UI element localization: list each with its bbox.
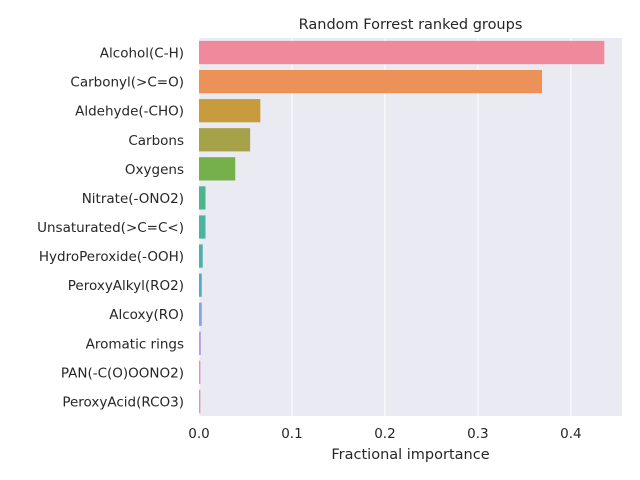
- bar: [199, 302, 202, 326]
- bar: [199, 99, 261, 123]
- bar: [199, 40, 605, 65]
- x-tick-labels: 0.0 0.1 0.2 0.3 0.4: [188, 426, 581, 442]
- bar: [199, 331, 201, 355]
- bar: [199, 69, 543, 94]
- bar: [199, 186, 206, 210]
- y-tick-label: Oxygens: [125, 162, 184, 178]
- y-tick-label: Alcoxy(RO): [109, 307, 184, 323]
- plot-background: [199, 38, 622, 416]
- x-tick-label: 0.4: [560, 426, 581, 442]
- y-tick-label: PeroxyAcid(RCO3): [62, 394, 184, 410]
- bar: [199, 389, 201, 414]
- x-tick-label: 0.2: [374, 426, 395, 442]
- bar: [199, 157, 236, 181]
- y-tick-label: Alcohol(C-H): [100, 46, 184, 62]
- bar: [199, 273, 202, 297]
- y-tick-label: Carbons: [128, 133, 184, 149]
- y-tick-label: PAN(-C(O)OONO2): [61, 365, 184, 381]
- y-tick-labels: Alcohol(C-H) Carbonyl(>C=O) Aldehyde(-CHO)…: [37, 46, 184, 411]
- chart-title: Random Forrest ranked groups: [299, 17, 523, 33]
- y-tick-label: Unsaturated(>C=C<): [37, 220, 184, 236]
- x-tick-label: 0.1: [281, 426, 302, 442]
- bars: [199, 40, 605, 414]
- y-tick-label: HydroPeroxide(-OOH): [39, 249, 184, 265]
- bar: [199, 360, 201, 385]
- bar: [199, 244, 203, 268]
- y-tick-label: Aromatic rings: [86, 336, 184, 352]
- bar: [199, 128, 251, 152]
- x-tick-label: 0.3: [467, 426, 488, 442]
- y-tick-label: Aldehyde(-CHO): [75, 104, 184, 120]
- x-axis-label: Fractional importance: [331, 447, 489, 463]
- x-tick-label: 0.0: [188, 426, 209, 442]
- y-tick-label: PeroxyAlkyl(RO2): [68, 278, 184, 294]
- y-tick-label: Carbonyl(>C=O): [70, 75, 184, 91]
- bar: [199, 215, 206, 239]
- y-tick-label: Nitrate(-ONO2): [82, 191, 184, 207]
